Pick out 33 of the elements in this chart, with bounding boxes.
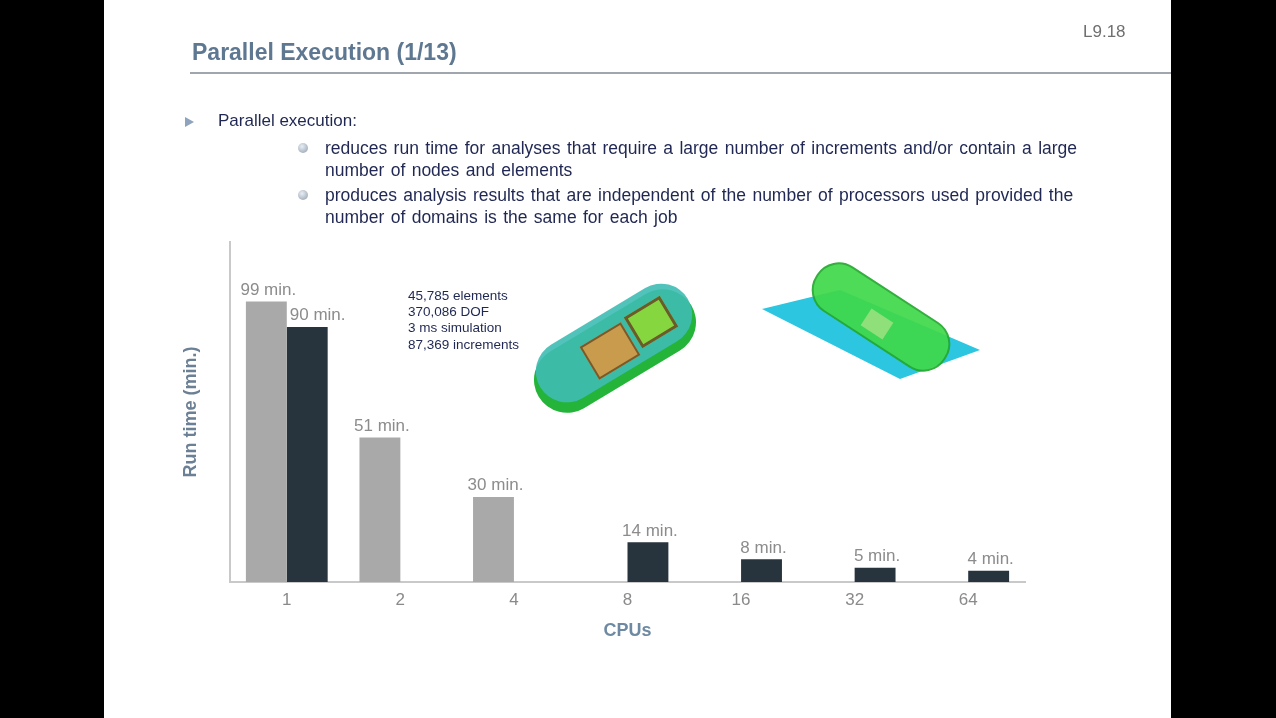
annotation: 45,785 elements <box>408 288 508 304</box>
bar <box>741 559 782 582</box>
x-tick-label: 8 <box>622 589 633 609</box>
y-axis-title: Run time (min.) <box>179 346 200 478</box>
bar <box>854 567 896 582</box>
annotation: 3 ms simulation <box>408 320 502 336</box>
bar <box>627 542 669 582</box>
x-tick-label: 2 <box>395 589 406 609</box>
x-tick-label: 16 <box>731 589 751 609</box>
data-label: 51 min. <box>354 415 410 435</box>
text: Parallel execution: <box>218 111 357 131</box>
bar <box>286 327 328 582</box>
data-label: 5 min. <box>853 546 901 566</box>
text: L9.18 <box>1083 22 1126 42</box>
bar <box>968 570 1010 582</box>
data-label: 8 min. <box>740 537 787 557</box>
data-label: 90 min. <box>289 305 346 325</box>
x-tick-label: 64 <box>958 589 978 609</box>
x-tick-label: 4 <box>509 589 519 609</box>
bar <box>245 301 287 582</box>
bar <box>473 497 514 582</box>
text: produces analysis results that are independent of the number of processors used provided the number of domains is the same for each job <box>325 184 1075 228</box>
data-label: 4 min. <box>967 548 1014 568</box>
x-tick-label: 32 <box>845 589 865 609</box>
chart-title: Parallel Execution (1/13) <box>192 39 457 66</box>
annotation: 87,369 increments <box>408 337 520 353</box>
x-axis-title: CPUs <box>603 620 652 641</box>
data-label: 14 min. <box>622 520 678 540</box>
bar <box>359 437 401 582</box>
data-label: 30 min. <box>467 475 524 495</box>
data-label: 99 min. <box>240 279 297 299</box>
annotation: 370,086 DOF <box>408 304 490 320</box>
x-tick-label: 1 <box>282 589 292 609</box>
